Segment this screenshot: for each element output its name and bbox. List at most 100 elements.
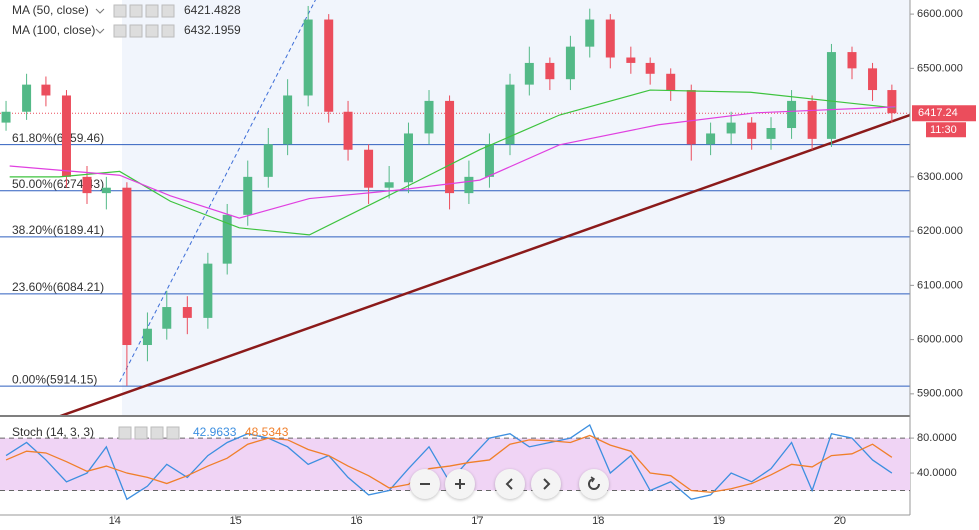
legend-icon [118,426,132,440]
legend-icon [161,24,175,38]
trend-line [59,113,910,415]
legend-icon [150,426,164,440]
legend-caret [95,8,105,14]
fib-label: 50.00%(6274.43) [12,177,104,191]
stoch-y-tick-label: 80.0000 [917,432,957,444]
candle-body [868,68,878,91]
candle-body [303,19,313,96]
candle-body [445,100,455,194]
countdown-box [926,122,966,138]
legend-icon [145,24,159,38]
candle-body [826,52,836,139]
candle-body [82,176,92,194]
dashed-trend-line [119,0,316,383]
candle-body [847,52,857,69]
candle-body [807,100,817,139]
candle-body [243,176,253,215]
stoch-line [5,434,893,493]
candle-body [545,62,555,80]
candle-body [585,19,595,47]
candle-body [726,122,736,134]
candle-body [766,128,776,139]
zoom-out-button[interactable] [410,469,440,499]
candle-body [887,90,897,114]
reset-button[interactable] [579,469,609,499]
candle-body [283,95,293,145]
legend-icon [161,4,175,18]
candle-body [686,90,696,145]
countdown-label: 11:30 [930,124,957,136]
legend-icon [134,426,148,440]
candle-body [162,307,172,329]
candle-body [666,73,676,91]
candle-body [747,122,757,139]
zoom-in-button[interactable] [445,469,475,499]
stoch-legend-value: 42.9633 [193,425,237,439]
x-tick-label: 14 [109,515,121,527]
legend-icon [145,4,159,18]
legend-icon [129,24,143,38]
legend-icon [166,426,180,440]
legend-icon [113,4,127,18]
candle-body [524,62,534,85]
x-tick-label: 15 [230,515,242,527]
candle-body [626,57,636,63]
ma-line [9,106,896,219]
candle-body [645,62,655,74]
candle-body [343,111,353,150]
ma-legend-name: MA (50, close) [12,3,89,17]
y-tick-label: 6600.000 [917,8,963,20]
highlight-range [122,0,910,415]
stoch-legend-value: 48.5343 [245,425,289,439]
fib-label: 61.80%(6359.46) [12,131,104,145]
x-tick-label: 16 [350,515,362,527]
candle-body [61,95,71,177]
y-tick-label: 6100.000 [917,279,963,291]
ma-legend-name: MA (100, close) [12,23,95,37]
candle-body [1,111,11,123]
ma-legend-value: 6432.1959 [184,23,241,37]
x-tick-label: 18 [592,515,604,527]
scroll-left-button[interactable] [495,469,525,499]
scroll-right-button[interactable] [531,469,561,499]
fib-label: 38.20%(6189.41) [12,223,104,237]
overlay: 5900.000 6000.000 6100.000 6200.000 6300.000… [12,3,976,527]
candle-body [101,187,111,194]
stoch-y-tick-label: 40.0000 [917,467,957,479]
fib-label: 0.00%(5914.15) [12,372,97,386]
candle-body [22,84,32,112]
candle-body [263,144,273,177]
legend-icon [129,4,143,18]
x-tick-label: 20 [834,515,846,527]
candle-body [122,187,132,346]
stoch-title: Stoch (14, 3, 3) [12,425,94,439]
candle-body [565,46,575,80]
candle-body [222,214,232,264]
y-tick-label: 6500.000 [917,62,963,74]
stoch-pane: 80.0000 40.0000 42.9633 48.5343 Stoch (14, 3… [0,424,957,501]
y-tick-label: 5900.000 [917,388,963,400]
candle-body [384,182,394,188]
candle-body [203,263,213,318]
legend-icon [113,24,127,38]
candle-body [324,19,334,112]
candle-body [505,84,515,145]
candle-body [484,144,494,177]
ma-legend-value: 6421.4828 [184,3,241,17]
candle-body [41,84,51,96]
y-tick-label: 6300.000 [917,171,963,183]
last-price-label: 6417.24 [918,107,958,119]
candle-body [364,149,374,188]
x-tick-label: 17 [471,515,483,527]
candle-body [706,133,716,145]
candle-body [605,19,615,58]
candle-body [182,307,192,318]
y-tick-label: 6200.000 [917,225,963,237]
x-tick-label: 19 [713,515,725,527]
y-tick-label: 6000.000 [917,334,963,346]
last-price-box [912,105,976,122]
candle-body [787,100,797,129]
candle-body [403,133,413,183]
